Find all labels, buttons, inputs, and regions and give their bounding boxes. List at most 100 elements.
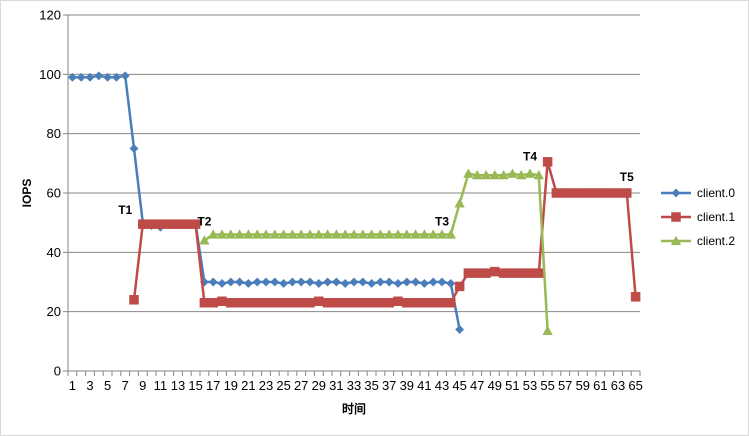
data-point — [111, 72, 121, 82]
data-point — [155, 219, 166, 229]
data-point — [411, 277, 421, 287]
x-tick-label: 45 — [452, 378, 466, 393]
data-point — [234, 229, 245, 239]
x-tick-label: 11 — [154, 378, 168, 393]
data-point — [375, 229, 386, 239]
x-tick-label: 3 — [86, 378, 93, 393]
data-point — [348, 229, 360, 239]
data-point — [269, 229, 281, 239]
x-tick-label: 25 — [276, 378, 290, 393]
data-point — [331, 298, 342, 308]
data-point — [490, 266, 500, 277]
legend-label: client.0 — [697, 186, 735, 200]
data-point — [199, 235, 210, 245]
data-point — [463, 268, 474, 278]
data-point — [419, 278, 429, 289]
x-tick-label: 31 — [329, 378, 343, 393]
data-point — [146, 219, 157, 229]
data-point — [164, 219, 174, 229]
data-point — [402, 277, 412, 287]
series-client-2 — [199, 168, 553, 336]
data-point — [349, 277, 359, 287]
x-tick-label: 17 — [206, 378, 220, 393]
x-tick-label: 13 — [171, 378, 185, 393]
data-point — [498, 268, 509, 278]
data-point — [322, 229, 333, 239]
x-tick-label: 63 — [611, 378, 625, 393]
x-tick-label: 7 — [122, 378, 129, 393]
data-point — [358, 298, 368, 308]
data-point — [524, 168, 536, 178]
data-point — [375, 277, 385, 287]
gridlines — [68, 14, 640, 313]
data-point — [367, 278, 377, 289]
x-tick-label: 55 — [540, 378, 554, 393]
data-point — [481, 268, 491, 278]
data-point — [507, 268, 518, 278]
data-point — [578, 188, 588, 198]
legend-label: client.2 — [697, 234, 735, 248]
data-point — [287, 298, 298, 308]
data-point — [401, 229, 413, 239]
data-point — [560, 188, 570, 198]
data-point — [208, 298, 218, 308]
annotation-label: T4 — [523, 149, 537, 163]
y-tick-label: 120 — [39, 8, 61, 23]
data-point — [252, 298, 262, 308]
series-client-0 — [67, 71, 465, 335]
data-point — [410, 298, 421, 308]
x-axis-title: 时间 — [342, 401, 366, 416]
data-point — [586, 188, 597, 198]
annotation-label: T3 — [435, 215, 449, 229]
data-point — [252, 277, 262, 287]
data-point — [604, 188, 614, 198]
data-point — [173, 219, 183, 229]
data-point — [454, 198, 465, 208]
x-tick-label: 57 — [558, 378, 572, 393]
data-point — [226, 298, 236, 308]
data-point — [630, 292, 641, 302]
data-point — [287, 229, 298, 239]
data-point — [471, 169, 483, 180]
data-point — [226, 277, 236, 287]
legend-label: client.1 — [697, 210, 735, 224]
x-tick-label: 49 — [488, 378, 502, 393]
data-point — [437, 298, 447, 308]
x-tick-label: 51 — [505, 378, 519, 393]
legend-swatch-marker — [671, 188, 681, 198]
data-point — [516, 268, 526, 278]
x-tick-label: 1 — [69, 378, 76, 393]
data-point — [76, 72, 86, 82]
legend-swatch-marker — [670, 235, 682, 246]
data-point — [260, 229, 272, 239]
data-point — [349, 298, 359, 308]
y-tick-label: 40 — [47, 245, 61, 260]
data-point — [217, 278, 227, 289]
data-point — [261, 298, 271, 308]
data-point — [393, 278, 403, 289]
x-tick-label: 53 — [523, 378, 537, 393]
x-tick-label: 35 — [364, 378, 378, 393]
data-point — [419, 298, 430, 308]
data-point — [129, 295, 139, 305]
data-point — [207, 229, 219, 239]
data-point — [402, 298, 412, 308]
data-point — [278, 298, 289, 308]
series-client-1 — [129, 157, 641, 308]
series-line — [203, 172, 549, 332]
data-point — [455, 324, 465, 335]
data-point — [331, 277, 341, 287]
x-tick-label: 43 — [435, 378, 449, 393]
legend-item: client.0 — [661, 186, 735, 200]
data-point — [314, 296, 324, 307]
x-tick-label: 47 — [470, 378, 484, 393]
data-point — [437, 277, 447, 287]
data-point — [235, 277, 245, 287]
data-point — [182, 219, 192, 229]
data-point — [339, 229, 351, 239]
annotation-label: T2 — [197, 215, 211, 229]
data-point — [331, 229, 342, 239]
